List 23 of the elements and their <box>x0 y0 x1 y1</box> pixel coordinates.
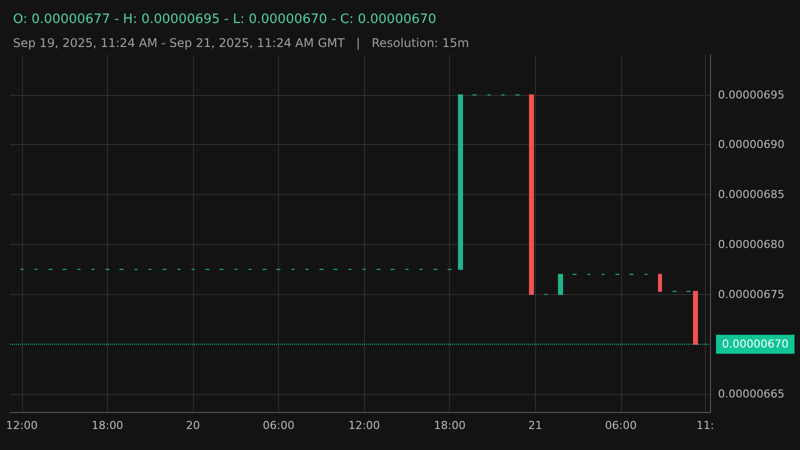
y-tick-label: 0.00000675 <box>718 288 784 301</box>
y-tick-label: 0.00000665 <box>718 388 784 401</box>
candlestick <box>458 94 463 270</box>
x-tick-label: 18:00 <box>92 419 124 432</box>
ref-line-label: 0.00000670 <box>722 338 788 351</box>
x-tick-label: 06:00 <box>605 419 637 432</box>
chart-subtitle: Sep 19, 2025, 11:24 AM - Sep 21, 2025, 11:24 AM GMT | Resolution: 15m <box>13 36 470 50</box>
candlestick <box>693 290 698 345</box>
x-tick-label: 12:00 <box>6 419 38 432</box>
x-tick-label: 20 <box>186 419 200 432</box>
y-tick-label: 0.00000695 <box>718 88 784 102</box>
chart-title: O: 0.00000677 - H: 0.00000695 - L: 0.00000670 - C: 0.00000670 <box>13 12 436 27</box>
y-tick-label: 0.00000690 <box>718 138 784 152</box>
x-tick-label: 11: <box>696 419 714 432</box>
y-tick-label: 0.00000685 <box>718 188 784 202</box>
x-tick-label: 18:00 <box>434 419 466 432</box>
x-tick-label: 12:00 <box>348 419 380 432</box>
x-tick-label: 06:00 <box>262 419 294 432</box>
y-tick-label: 0.00000680 <box>718 238 784 251</box>
x-tick-label: 21 <box>528 419 542 432</box>
candlestick <box>558 274 563 295</box>
candlestick <box>529 94 534 295</box>
candlestick <box>658 274 662 292</box>
